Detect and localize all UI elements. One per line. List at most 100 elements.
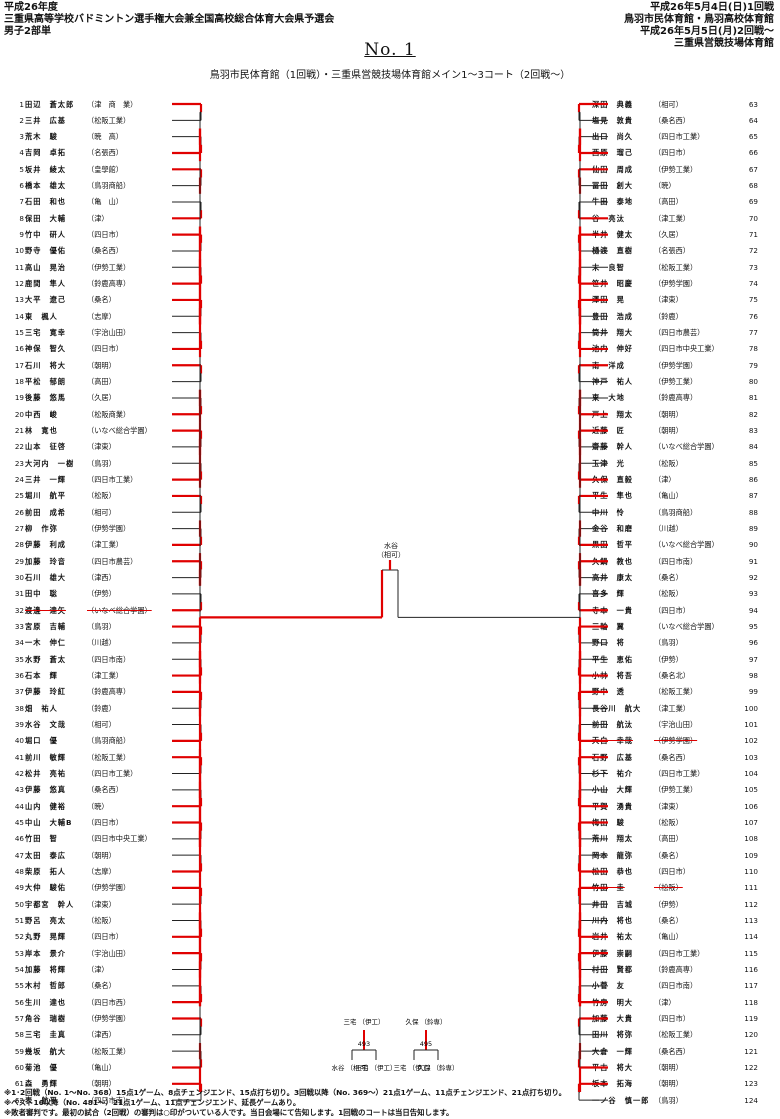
player-row: 出口 尚久 （四日市工業） 65 — [592, 131, 758, 142]
player-row: 2三井 広基 （松阪工業） — [0, 115, 165, 126]
player-number: 82 — [748, 409, 758, 419]
player-number: 104 — [744, 769, 758, 779]
player-number: 50 — [14, 899, 24, 909]
player-school: （松阪工業） — [654, 1030, 698, 1040]
footnote-3: ※敗者審判です。最初の試合（2回戦）の審判は○印がついている人です。当日会場にて… — [4, 1108, 454, 1117]
player-row: 44山内 健裕 （暁） — [0, 801, 165, 812]
player-row: 50宇都宮 幹人 （津東） — [0, 899, 165, 910]
player-name: 長谷川 航大 — [592, 703, 642, 713]
player-school: （津西） — [87, 1030, 116, 1040]
player-row: 豊田 浩成 （鈴鹿） 76 — [592, 311, 758, 322]
player-number: 114 — [744, 932, 758, 942]
player-row: 25堀川 航平 （松阪） — [0, 490, 165, 501]
player-number: 56 — [14, 997, 24, 1007]
player-row: 久鍋 教也 （四日市南） 91 — [592, 556, 758, 567]
player-name: 坂井 綾太 — [25, 164, 66, 174]
player-school: （松阪） — [654, 818, 683, 828]
header-venue-1: 鳥羽市民体育館・鳥羽高校体育館 — [624, 14, 774, 25]
player-number: 26 — [14, 507, 24, 517]
player-row: 井田 吉城 （伊勢） 112 — [592, 899, 758, 910]
player-school: （朝明） — [87, 1079, 116, 1089]
player-school: （久居） — [87, 393, 116, 403]
player-row: 19後藤 悠馬 （久居） — [0, 392, 165, 403]
player-row: 38畑 祐人 （鈴鹿） — [0, 703, 165, 714]
player-school: （松阪商業） — [87, 409, 131, 419]
player-name: 中西 峻 — [25, 409, 58, 419]
player-school: （四日市西） — [87, 997, 131, 1007]
player-number: 14 — [14, 311, 24, 321]
player-number: 101 — [744, 720, 758, 730]
final-label: 水谷 （相可） — [374, 542, 408, 560]
final-label-name: 水谷 — [384, 542, 398, 550]
player-row: 56生川 達也 （四日市西） — [0, 997, 165, 1008]
player-name: 山本 征啓 — [25, 442, 66, 452]
header-tournament: 三重県高等学校バドミントン選手権大会兼全国高校総合体育大会県予選会 — [4, 14, 335, 25]
player-school: （四日市） — [87, 344, 123, 354]
player-row: 47太田 泰広 （朝明） — [0, 850, 165, 861]
player-name: 三井 広基 — [25, 115, 66, 125]
player-number: 106 — [744, 801, 758, 811]
player-name: 田辺 蒼太郎 — [25, 99, 75, 109]
player-row: 神戸 祐人 （伊勢工業） 80 — [592, 376, 758, 387]
player-school: （松阪） — [654, 589, 683, 599]
player-school: （伊勢工業） — [654, 164, 698, 174]
player-name: 天白 幸哉 — [592, 736, 633, 746]
player-number: 52 — [14, 932, 24, 942]
player-row: 24三井 一輝 （四日市工業） — [0, 474, 165, 485]
player-school: （相可） — [87, 507, 116, 517]
player-name: 小山 大輝 — [592, 785, 633, 795]
player-name: 丸野 晃輝 — [25, 932, 66, 942]
player-school: （鈴鹿） — [87, 703, 116, 713]
player-row: 20中西 峻 （松阪商業） — [0, 409, 165, 420]
player-school: （四日市南） — [654, 981, 698, 991]
player-row: 高井 康太 （桑名） 92 — [592, 572, 758, 583]
player-number: 8 — [19, 213, 24, 223]
player-row: 21林 寛也 （いなべ総合学園） — [0, 425, 165, 436]
player-school: （朝明） — [654, 1062, 683, 1072]
player-number: 44 — [14, 801, 24, 811]
player-school: （四日市） — [87, 818, 123, 828]
player-name: 大平 遼己 — [25, 295, 66, 305]
player-row: 久保 直毅 （津） 86 — [592, 474, 758, 485]
player-school: （津） — [87, 964, 109, 974]
player-row: 9竹中 研人 （四日市） — [0, 229, 165, 240]
player-number: 28 — [14, 540, 24, 550]
player-name: 石本 輝 — [25, 671, 58, 681]
player-row: 小山 大輝 （伊勢工業） 105 — [592, 784, 758, 795]
player-row: 松田 恭也 （四日市） 110 — [592, 866, 758, 877]
player-number: 93 — [748, 589, 758, 599]
player-number: 102 — [744, 736, 758, 746]
player-school: （四日市） — [654, 148, 690, 158]
player-row: 31田中 聡 （伊勢） — [0, 588, 165, 599]
player-number: 108 — [744, 834, 758, 844]
player-number: 84 — [748, 442, 758, 452]
player-number: 46 — [14, 834, 24, 844]
player-row: 62表 航平 （四日市南） — [0, 1095, 165, 1106]
player-name: 高山 晃治 — [25, 262, 66, 272]
player-number: 78 — [748, 344, 758, 354]
player-school: （亀山） — [654, 491, 683, 501]
player-name: 堀川 航平 — [25, 491, 66, 501]
player-school: （いなべ総合学園） — [654, 540, 719, 550]
player-number: 33 — [14, 622, 24, 632]
player-name: 竹中 研人 — [25, 230, 66, 240]
player-school: （桑名） — [654, 573, 683, 583]
player-name: 仙田 周成 — [592, 164, 633, 174]
player-school: （松阪） — [87, 491, 116, 501]
player-number: 112 — [744, 899, 758, 909]
player-row: 杉下 祐介 （四日市工業） 104 — [592, 768, 758, 779]
player-name: 村田 賢都 — [592, 964, 633, 974]
player-name: 生川 達也 — [25, 997, 66, 1007]
player-number: 95 — [748, 622, 758, 632]
player-number: 36 — [14, 671, 24, 681]
player-name: 森 勇輝 — [25, 1079, 58, 1089]
player-school: （朝明） — [87, 850, 116, 860]
player-name: 樋渡 直樹 — [592, 246, 633, 256]
player-number: 55 — [14, 981, 24, 991]
final-label-school: （相可） — [377, 551, 405, 559]
player-row: 12鹿間 隼人 （鈴鹿高専） — [0, 278, 165, 289]
player-number: 67 — [748, 164, 758, 174]
player-school: （津工業） — [87, 671, 123, 681]
player-name: 宮原 吉輔 — [25, 622, 66, 632]
player-school: （四日市南） — [654, 556, 698, 566]
